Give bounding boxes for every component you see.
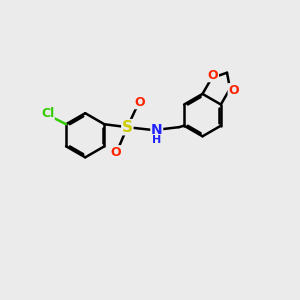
Text: O: O <box>228 84 239 97</box>
Text: O: O <box>135 96 145 109</box>
Text: S: S <box>122 120 133 135</box>
Text: N: N <box>151 123 163 137</box>
Text: Cl: Cl <box>41 106 54 119</box>
Text: H: H <box>152 134 161 145</box>
Text: O: O <box>110 146 121 159</box>
Text: O: O <box>208 69 218 82</box>
